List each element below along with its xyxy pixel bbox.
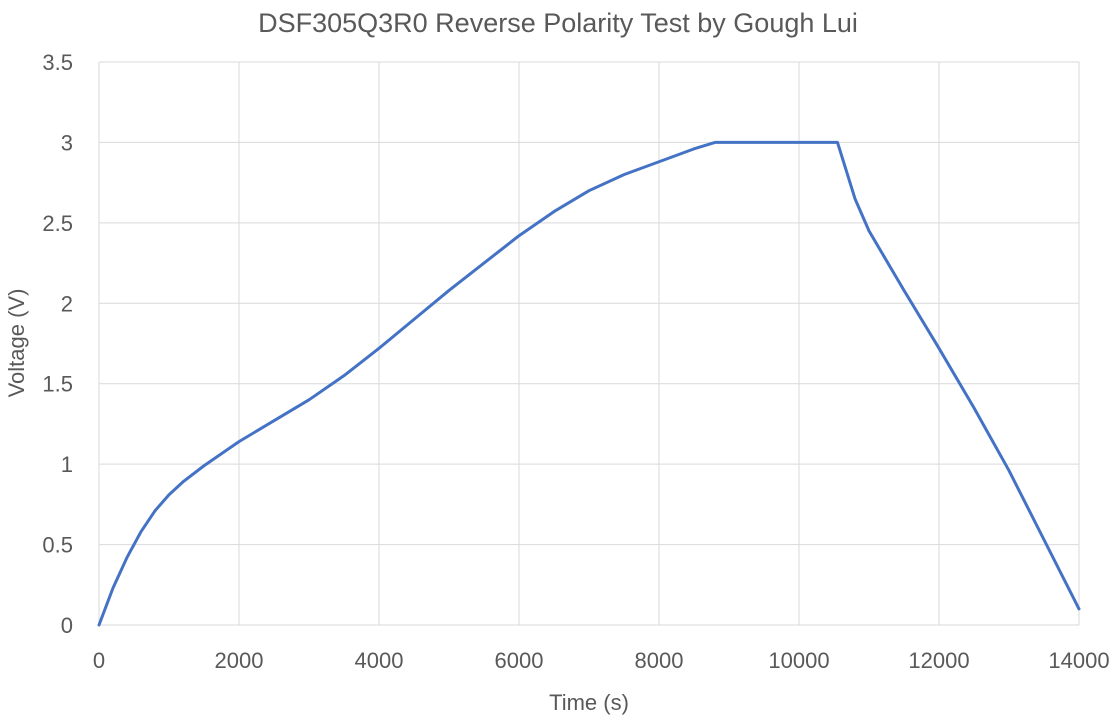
y-tick-label: 2 xyxy=(61,291,73,316)
x-tick-label: 10000 xyxy=(768,648,829,673)
y-tick-label: 3 xyxy=(61,130,73,155)
x-tick-label: 2000 xyxy=(215,648,264,673)
y-tick-label: 1.5 xyxy=(42,372,73,397)
tick-labels: 0 0.5 1 1.5 2 2.5 3 3.5 0 2000 4000 6000 8000 10000 12… xyxy=(42,50,1109,673)
y-axis-label: Voltage (V) xyxy=(4,289,29,398)
y-tick-label: 1 xyxy=(61,452,73,477)
x-tick-label: 12000 xyxy=(908,648,969,673)
chart-title: DSF305Q3R0 Reverse Polarity Test by Goug… xyxy=(258,8,858,38)
grid xyxy=(98,61,1080,626)
x-tick-label: 6000 xyxy=(495,648,544,673)
x-axis-label: Time (s) xyxy=(549,690,629,715)
x-tick-label: 14000 xyxy=(1048,648,1109,673)
x-tick-label: 4000 xyxy=(355,648,404,673)
y-tick-label: 0 xyxy=(61,613,73,638)
y-tick-label: 0.5 xyxy=(42,533,73,558)
x-tick-label: 0 xyxy=(93,648,105,673)
series-layer xyxy=(97,140,1081,627)
y-tick-label: 3.5 xyxy=(42,50,73,75)
series-line-1 xyxy=(97,140,1081,627)
x-tick-label: 8000 xyxy=(635,648,684,673)
y-tick-label: 2.5 xyxy=(42,211,73,236)
